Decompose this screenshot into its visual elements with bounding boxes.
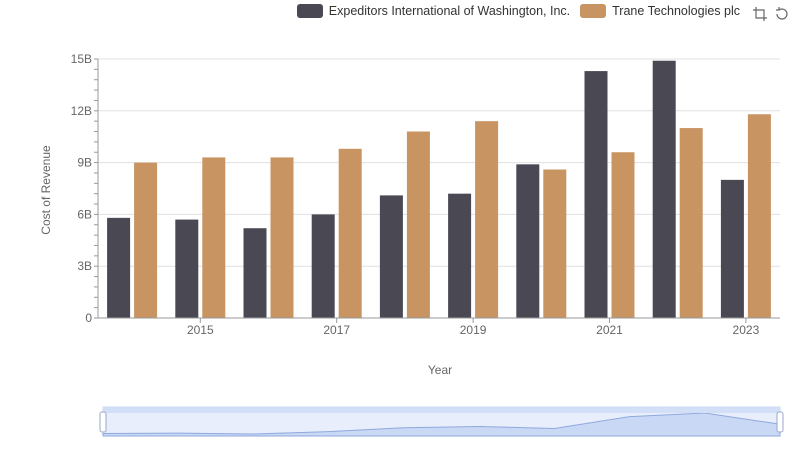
y-tick-label: 15B (71, 52, 92, 66)
bar-trane-2017[interactable] (338, 148, 362, 318)
grid-lines (98, 58, 780, 267)
x-tick-label: 2023 (733, 323, 760, 337)
legend: Expeditors International of Washington, … (296, 4, 740, 18)
bar-trane-2021[interactable] (611, 152, 635, 318)
bar-trane-2020[interactable] (543, 169, 567, 318)
restore-icon[interactable] (774, 6, 790, 22)
x-axis: 2015 2017 2019 2021 2023 (98, 317, 780, 337)
y-tick-label: 12B (71, 104, 92, 118)
bar-expeditors-2023[interactable] (720, 179, 744, 318)
x-tick-label: 2019 (460, 323, 487, 337)
bar-trane-2016[interactable] (270, 157, 294, 318)
bar-trane-2015[interactable] (202, 157, 226, 318)
y-tick-label: 0 (85, 311, 92, 325)
y-tick-label: 6B (77, 207, 92, 221)
bar-expeditors-2015[interactable] (175, 219, 199, 318)
bar-trane-2022[interactable] (679, 128, 703, 318)
bar-expeditors-2021[interactable] (584, 71, 608, 318)
legend-item-expeditors[interactable]: Expeditors International of Washington, … (296, 4, 571, 18)
bar-expeditors-2022[interactable] (652, 60, 676, 319)
legend-label-trane: Trane Technologies plc (612, 4, 740, 18)
x-axis-title: Year (428, 363, 452, 377)
x-tick-label: 2015 (187, 323, 214, 337)
y-tick-label: 9B (77, 156, 92, 170)
bar-expeditors-2018[interactable] (379, 195, 403, 318)
zoom-icon[interactable] (752, 6, 768, 22)
legend-swatch-expeditors (296, 4, 323, 18)
bar-expeditors-2014[interactable] (107, 217, 131, 318)
x-tick-label: 2021 (596, 323, 623, 337)
legend-swatch-trane (580, 4, 607, 18)
bar-expeditors-2020[interactable] (516, 164, 540, 318)
y-axis-title: Cost of Revenue (39, 145, 53, 235)
bar-trane-2018[interactable] (406, 131, 430, 318)
datazoom-handle-left[interactable] (99, 411, 107, 433)
bar-expeditors-2016[interactable] (243, 228, 267, 318)
toolbox (752, 6, 790, 22)
datazoom-handle-right[interactable] (776, 411, 784, 433)
y-axis: 0 3B 6B 9B 12B 15B (71, 52, 99, 325)
legend-item-trane[interactable]: Trane Technologies plc (580, 4, 740, 18)
bar-trane-2014[interactable] (134, 162, 158, 318)
datazoom-slider[interactable] (99, 406, 784, 437)
legend-label-expeditors: Expeditors International of Washington, … (328, 4, 571, 18)
bar-trane-2023[interactable] (747, 114, 771, 319)
x-tick-label: 2017 (323, 323, 350, 337)
bar-expeditors-2017[interactable] (311, 214, 335, 318)
datazoom-mover[interactable] (103, 407, 780, 413)
y-tick-label: 3B (77, 259, 92, 273)
bars (107, 60, 771, 319)
bar-trane-2019[interactable] (475, 121, 499, 318)
bar-expeditors-2019[interactable] (448, 193, 472, 318)
